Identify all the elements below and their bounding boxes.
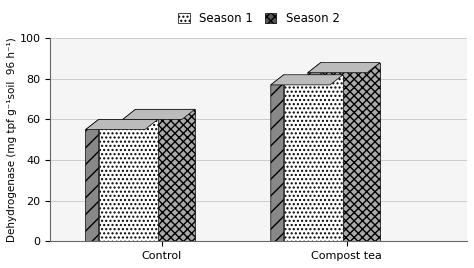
- Polygon shape: [271, 75, 343, 85]
- Polygon shape: [308, 62, 321, 251]
- Polygon shape: [136, 109, 195, 241]
- Polygon shape: [308, 62, 380, 73]
- Polygon shape: [123, 109, 136, 251]
- Polygon shape: [123, 109, 195, 120]
- Polygon shape: [86, 120, 99, 251]
- Polygon shape: [271, 75, 284, 251]
- Legend: Season 1, Season 2: Season 1, Season 2: [173, 8, 345, 30]
- Polygon shape: [86, 120, 158, 130]
- Y-axis label: Dehydrogenase (mg tpf g⁻¹soil  96 h⁻¹): Dehydrogenase (mg tpf g⁻¹soil 96 h⁻¹): [7, 37, 17, 242]
- Polygon shape: [99, 120, 158, 241]
- Polygon shape: [284, 75, 343, 241]
- Polygon shape: [321, 62, 380, 241]
